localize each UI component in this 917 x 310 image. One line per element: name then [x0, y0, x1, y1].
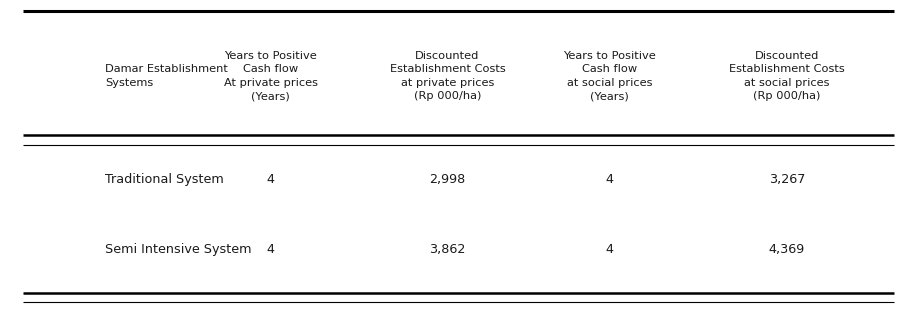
Text: Traditional System: Traditional System — [105, 173, 224, 186]
Text: 4: 4 — [267, 173, 274, 186]
Text: Discounted
Establishment Costs
at social prices
(Rp 000/ha): Discounted Establishment Costs at social… — [729, 51, 845, 101]
Text: 4,369: 4,369 — [768, 243, 805, 256]
Text: 3,862: 3,862 — [429, 243, 466, 256]
Text: 4: 4 — [606, 243, 613, 256]
Text: 4: 4 — [606, 173, 613, 186]
Text: Damar Establishment
Systems: Damar Establishment Systems — [105, 64, 228, 88]
Text: 3,267: 3,267 — [768, 173, 805, 186]
Text: 2,998: 2,998 — [429, 173, 466, 186]
Text: Semi Intensive System: Semi Intensive System — [105, 243, 252, 256]
Text: Years to Positive
Cash flow
At private prices
(Years): Years to Positive Cash flow At private p… — [224, 51, 317, 101]
Text: Years to Positive
Cash flow
at social prices
(Years): Years to Positive Cash flow at social pr… — [563, 51, 657, 101]
Text: 4: 4 — [267, 243, 274, 256]
Text: Discounted
Establishment Costs
at private prices
(Rp 000/ha): Discounted Establishment Costs at privat… — [390, 51, 505, 101]
